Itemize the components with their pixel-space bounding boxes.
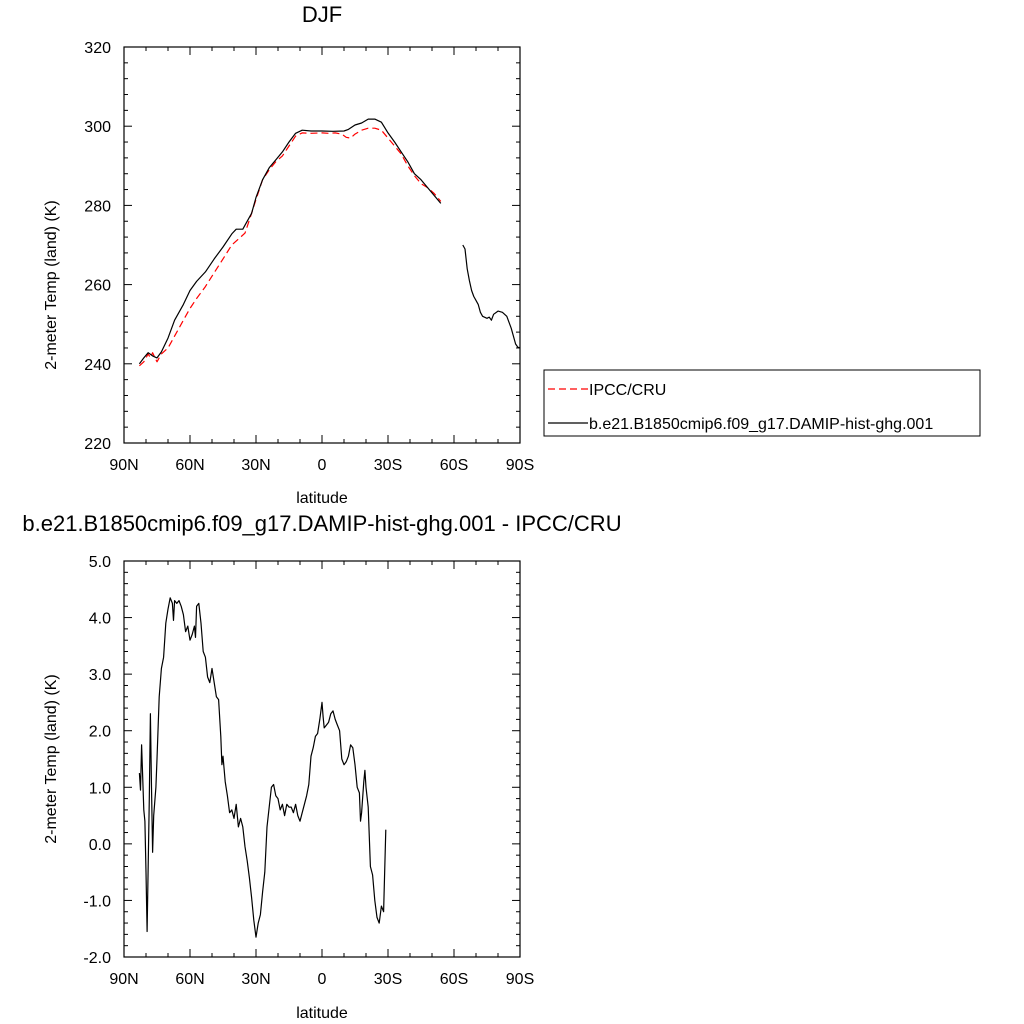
bottom-x-tick-label: 90N — [109, 971, 138, 988]
bottom-y-tick-label: 0.0 — [89, 837, 111, 854]
top-x-axis-label: latitude — [296, 490, 348, 507]
top-series-line-ipcc-cru-seg0 — [138, 127, 442, 367]
top-x-tick-label: 30N — [241, 457, 270, 474]
bottom-y-tick-label: -1.0 — [83, 893, 111, 910]
bottom-x-tick-label: 60S — [440, 971, 468, 988]
top-x-tick-label: 60S — [440, 457, 468, 474]
bottom-y-tick-label: 1.0 — [89, 780, 111, 797]
top-x-tick-label: 30S — [374, 457, 402, 474]
bottom-series-line-difference-seg0 — [138, 597, 387, 938]
top-y-tick-label: 300 — [84, 119, 111, 136]
bottom-y-tick-label: 5.0 — [89, 554, 111, 571]
bottom-panel: b.e21.B1850cmip6.f09_g17.DAMIP-hist-ghg.… — [22, 511, 621, 1022]
top-y-tick-label: 280 — [84, 198, 111, 215]
top-x-tick-label: 90N — [109, 457, 138, 474]
bottom-plot-frame — [123, 560, 521, 958]
bottom-y-tick-label: 2.0 — [89, 724, 111, 741]
top-y-tick-label: 320 — [84, 40, 111, 57]
top-series-line-model-seg0 — [138, 118, 442, 365]
top-series-line-model-seg1 — [462, 244, 521, 349]
top-x-tick-label: 0 — [318, 457, 327, 474]
top-x-tick-label: 90S — [506, 457, 534, 474]
bottom-x-tick-label: 90S — [506, 971, 534, 988]
top-y-tick-label: 240 — [84, 357, 111, 374]
bottom-y-tick-label: 4.0 — [89, 611, 111, 628]
bottom-x-tick-label: 30S — [374, 971, 402, 988]
bottom-chart-title: b.e21.B1850cmip6.f09_g17.DAMIP-hist-ghg.… — [22, 511, 621, 536]
top-chart-title: DJF — [302, 2, 342, 27]
top-y-tick-label: 220 — [84, 436, 111, 453]
legend-box — [543, 369, 981, 437]
bottom-y-tick-label: -2.0 — [83, 950, 111, 967]
top-x-tick-label: 60N — [175, 457, 204, 474]
bottom-y-axis-label: 2-meter Temp (land) (K) — [43, 674, 60, 844]
bottom-x-axis-label: latitude — [296, 1005, 348, 1022]
top-plot-frame — [123, 46, 521, 444]
bottom-x-tick-label: 60N — [175, 971, 204, 988]
bottom-x-tick-label: 0 — [318, 971, 327, 988]
legend-label-ipcc-cru: IPCC/CRU — [589, 382, 666, 399]
top-y-axis-label: 2-meter Temp (land) (K) — [43, 200, 60, 370]
top-y-tick-label: 260 — [84, 278, 111, 295]
bottom-x-tick-label: 30N — [241, 971, 270, 988]
top-panel: DJF latitude 2-meter Temp (land) (K) 90N… — [43, 2, 981, 507]
legend-label-model: b.e21.B1850cmip6.f09_g17.DAMIP-hist-ghg.… — [589, 416, 933, 433]
bottom-y-tick-label: 3.0 — [89, 667, 111, 684]
legend: IPCC/CRU b.e21.B1850cmip6.f09_g17.DAMIP-… — [543, 369, 981, 437]
